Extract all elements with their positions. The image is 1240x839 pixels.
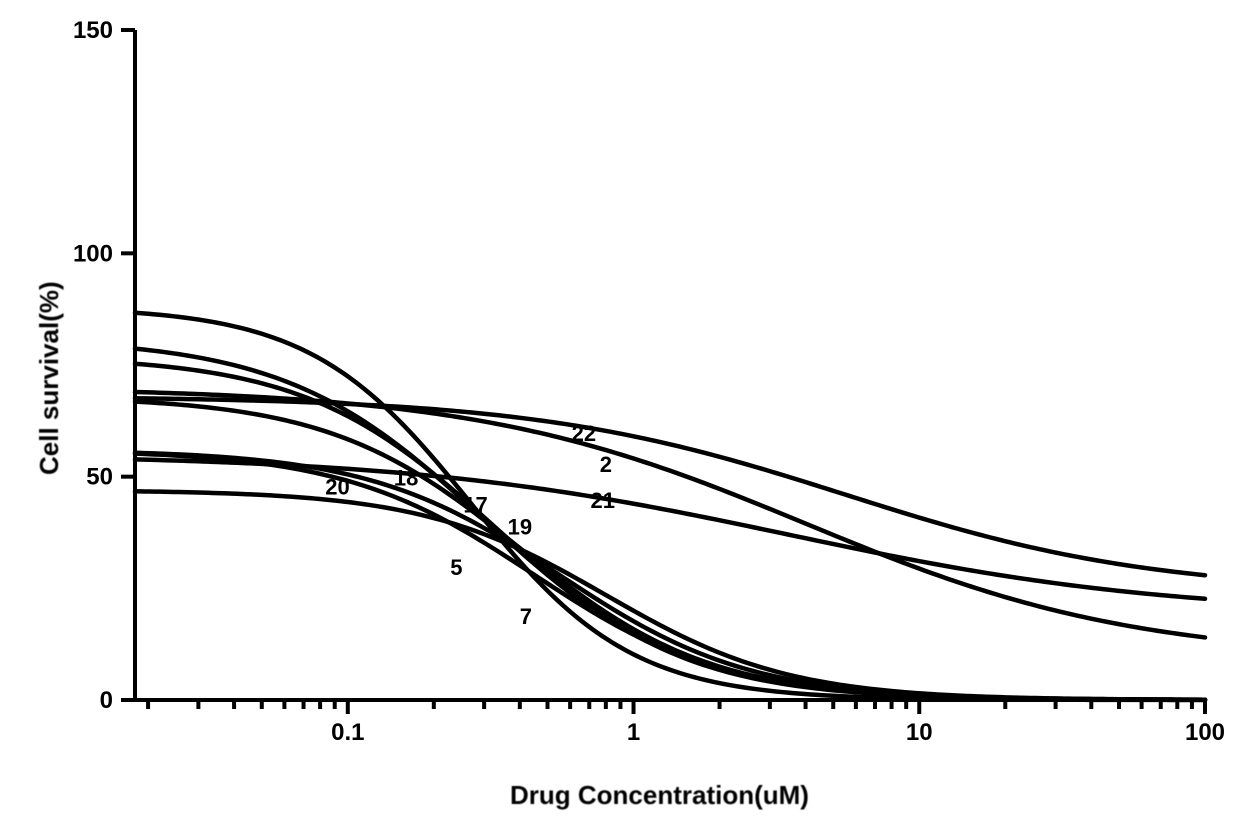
curve-2 <box>135 392 1205 637</box>
y-tick-label: 100 <box>73 240 113 267</box>
x-tick-label: 1 <box>627 719 640 746</box>
curve-label: 7 <box>520 604 532 629</box>
x-axis-label: Drug Concentration(uM) <box>510 780 809 811</box>
curve-label: 17 <box>463 492 487 517</box>
curve-label: 5 <box>450 555 462 580</box>
curve-c10 <box>135 454 1205 700</box>
y-tick-label: 0 <box>100 687 113 714</box>
curve-21 <box>135 459 1205 598</box>
x-tick-label: 0.1 <box>331 719 364 746</box>
curve-label: 19 <box>508 515 532 540</box>
curve-label: 20 <box>325 475 349 500</box>
curve-label: 2 <box>600 452 612 477</box>
curve-label: 18 <box>394 466 418 491</box>
curve-label: 22 <box>572 421 596 446</box>
y-axis-label: Cell survival(%) <box>34 281 65 475</box>
x-tick-label: 100 <box>1185 719 1225 746</box>
y-tick-label: 50 <box>86 464 113 491</box>
y-tick-label: 150 <box>73 17 113 44</box>
dose-response-chart: 0 50 100 150 0.1 1 10 100 222 20 18 17 21 19 5 7 <box>0 0 1240 839</box>
x-tick-label: 10 <box>906 719 933 746</box>
curve-label: 21 <box>590 488 614 513</box>
curve-18 <box>135 453 1205 700</box>
chart-container: 0 50 100 150 0.1 1 10 100 222 20 18 17 21 19 5 7 Cell s… <box>0 0 1240 839</box>
